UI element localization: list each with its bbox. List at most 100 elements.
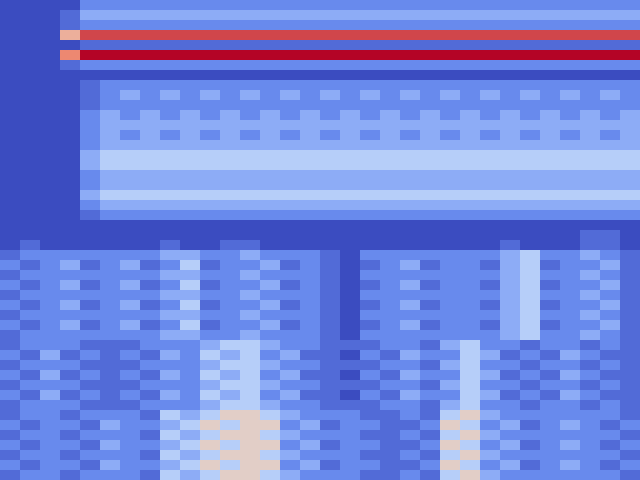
heatmap-cell xyxy=(500,180,520,190)
heatmap-cell xyxy=(520,440,540,450)
heatmap-cell xyxy=(260,300,280,310)
heatmap-cell xyxy=(380,140,400,150)
heatmap-cell xyxy=(260,310,280,320)
heatmap-cell xyxy=(60,330,80,340)
heatmap-cell xyxy=(160,460,180,470)
heatmap-cell xyxy=(100,470,120,480)
heatmap-cell xyxy=(440,10,460,20)
heatmap-cell xyxy=(120,220,140,230)
heatmap-cell xyxy=(0,350,20,360)
heatmap-cell xyxy=(0,80,20,90)
heatmap-cell xyxy=(340,290,360,300)
heatmap-cell xyxy=(200,310,220,320)
heatmap-cell xyxy=(420,160,440,170)
heatmap-cell xyxy=(120,440,140,450)
heatmap-cell xyxy=(380,70,400,80)
heatmap-cell xyxy=(220,140,240,150)
heatmap-cell xyxy=(360,80,380,90)
heatmap-cell xyxy=(80,180,100,190)
heatmap-cell xyxy=(140,40,160,50)
heatmap-cell xyxy=(280,110,300,120)
heatmap-cell xyxy=(0,0,20,10)
heatmap-cell xyxy=(160,320,180,330)
heatmap-cell xyxy=(400,440,420,450)
heatmap-cell xyxy=(120,380,140,390)
heatmap-cell xyxy=(620,100,640,110)
heatmap-cell xyxy=(600,290,620,300)
heatmap-cell xyxy=(620,370,640,380)
heatmap-cell xyxy=(280,300,300,310)
heatmap-cell xyxy=(600,410,620,420)
heatmap-cell xyxy=(440,450,460,460)
heatmap-cell xyxy=(60,110,80,120)
heatmap-cell xyxy=(300,70,320,80)
heatmap-cell xyxy=(120,240,140,250)
heatmap-cell xyxy=(580,450,600,460)
heatmap-cell xyxy=(200,340,220,350)
heatmap-cell xyxy=(620,230,640,240)
heatmap-cell xyxy=(500,380,520,390)
heatmap-cell xyxy=(60,250,80,260)
heatmap-cell xyxy=(560,40,580,50)
heatmap-cell xyxy=(560,380,580,390)
heatmap-cell xyxy=(20,270,40,280)
heatmap-cell xyxy=(20,70,40,80)
heatmap-cell xyxy=(260,470,280,480)
heatmap-cell xyxy=(60,220,80,230)
heatmap-cell xyxy=(0,380,20,390)
heatmap-cell xyxy=(580,340,600,350)
heatmap-cell xyxy=(140,120,160,130)
heatmap-cell xyxy=(360,190,380,200)
heatmap-cell xyxy=(140,260,160,270)
heatmap-cell xyxy=(60,270,80,280)
heatmap-cell xyxy=(400,400,420,410)
heatmap-cell xyxy=(600,380,620,390)
heatmap-cell xyxy=(340,70,360,80)
heatmap-cell xyxy=(120,300,140,310)
heatmap-cell xyxy=(180,210,200,220)
heatmap-cell xyxy=(560,170,580,180)
heatmap-cell xyxy=(320,160,340,170)
heatmap-cell xyxy=(620,360,640,370)
heatmap-cell xyxy=(620,30,640,40)
heatmap-cell xyxy=(60,150,80,160)
heatmap-cell xyxy=(400,320,420,330)
heatmap-cell xyxy=(600,60,620,70)
heatmap-cell xyxy=(340,200,360,210)
heatmap-cell xyxy=(580,230,600,240)
heatmap-cell xyxy=(520,460,540,470)
heatmap-cell xyxy=(300,230,320,240)
heatmap-cell xyxy=(520,430,540,440)
heatmap-cell xyxy=(0,280,20,290)
heatmap-cell xyxy=(340,320,360,330)
heatmap-cell xyxy=(160,210,180,220)
heatmap-cell xyxy=(600,250,620,260)
heatmap-cell xyxy=(400,340,420,350)
heatmap-cell xyxy=(280,260,300,270)
heatmap-cell xyxy=(580,380,600,390)
heatmap-cell xyxy=(20,160,40,170)
heatmap-cell xyxy=(560,0,580,10)
heatmap-cell xyxy=(60,130,80,140)
heatmap-cell xyxy=(300,340,320,350)
heatmap-cell xyxy=(500,20,520,30)
heatmap-cell xyxy=(520,340,540,350)
heatmap-cell xyxy=(220,410,240,420)
heatmap-cell xyxy=(560,80,580,90)
heatmap-cell xyxy=(520,210,540,220)
heatmap-cell xyxy=(320,190,340,200)
heatmap-cell xyxy=(460,250,480,260)
heatmap-cell xyxy=(220,290,240,300)
heatmap-cell xyxy=(180,170,200,180)
heatmap-cell xyxy=(500,70,520,80)
heatmap-cell xyxy=(60,240,80,250)
heatmap-cell xyxy=(40,290,60,300)
heatmap-cell xyxy=(260,190,280,200)
heatmap-cell xyxy=(500,410,520,420)
heatmap-cell xyxy=(400,230,420,240)
heatmap-cell xyxy=(540,210,560,220)
heatmap-cell xyxy=(160,70,180,80)
heatmap-cell xyxy=(600,30,620,40)
heatmap-cell xyxy=(300,360,320,370)
heatmap-cell xyxy=(440,300,460,310)
